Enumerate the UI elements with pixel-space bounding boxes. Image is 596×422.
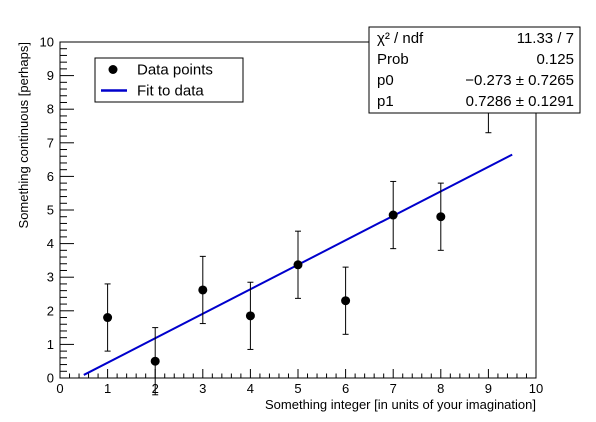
x-tick-label: 6 [342,381,349,396]
data-point-marker [389,211,398,220]
x-tick-label: 7 [390,381,397,396]
stats-value-p0: −0.273 ± 0.7265 [465,72,574,89]
data-point-marker [103,313,112,322]
legend-label-fit-to-data: Fit to data [137,83,204,100]
stats-label-chi2-ndf: χ² / ndf [377,30,424,47]
y-tick-label: 7 [47,135,54,150]
stats-value-chi2-ndf: 11.33 / 7 [517,30,574,47]
y-tick-label: 5 [47,203,54,218]
stats-value-p1: 0.7286 ± 0.1291 [466,93,574,110]
y-tick-label: 9 [47,68,54,83]
x-tick-label: 8 [437,381,444,396]
x-tick-label: 4 [247,381,254,396]
x-tick-label: 3 [199,381,206,396]
legend-marker-data-points [109,65,118,74]
stats-label-p1: p1 [377,93,394,110]
data-point-marker [294,260,303,269]
legend: Data points Fit to data [95,58,243,102]
y-tick-label: 8 [47,102,54,117]
stats-value-prob: 0.125 [536,51,574,68]
legend-label-data-points: Data points [137,62,213,79]
y-tick-label: 10 [40,35,54,50]
data-point-marker [436,212,445,221]
x-tick-label: 1 [104,381,111,396]
data-point-marker [341,296,350,305]
stats-label-prob: Prob [377,51,409,68]
y-tick-label: 4 [47,236,54,251]
y-tick-label: 6 [47,169,54,184]
x-tick-label: 10 [529,381,543,396]
fit-statistics-box: χ² / ndf 11.33 / 7 Prob 0.125 p0 −0.273 … [369,27,580,113]
data-point-marker [151,357,160,366]
y-tick-label: 3 [47,270,54,285]
data-point-marker [198,285,207,294]
data-point-marker [246,311,255,320]
x-axis-label: Something integer [in units of your imag… [265,397,536,412]
y-axis-label: Something continuous [perhaps] [16,42,31,228]
y-tick-label: 2 [47,303,54,318]
y-tick-label: 1 [47,337,54,352]
y-tick-label: 0 [47,371,54,386]
x-tick-label: 0 [56,381,63,396]
stats-label-p0: p0 [377,72,394,89]
x-tick-label: 9 [485,381,492,396]
x-tick-label: 5 [294,381,301,396]
